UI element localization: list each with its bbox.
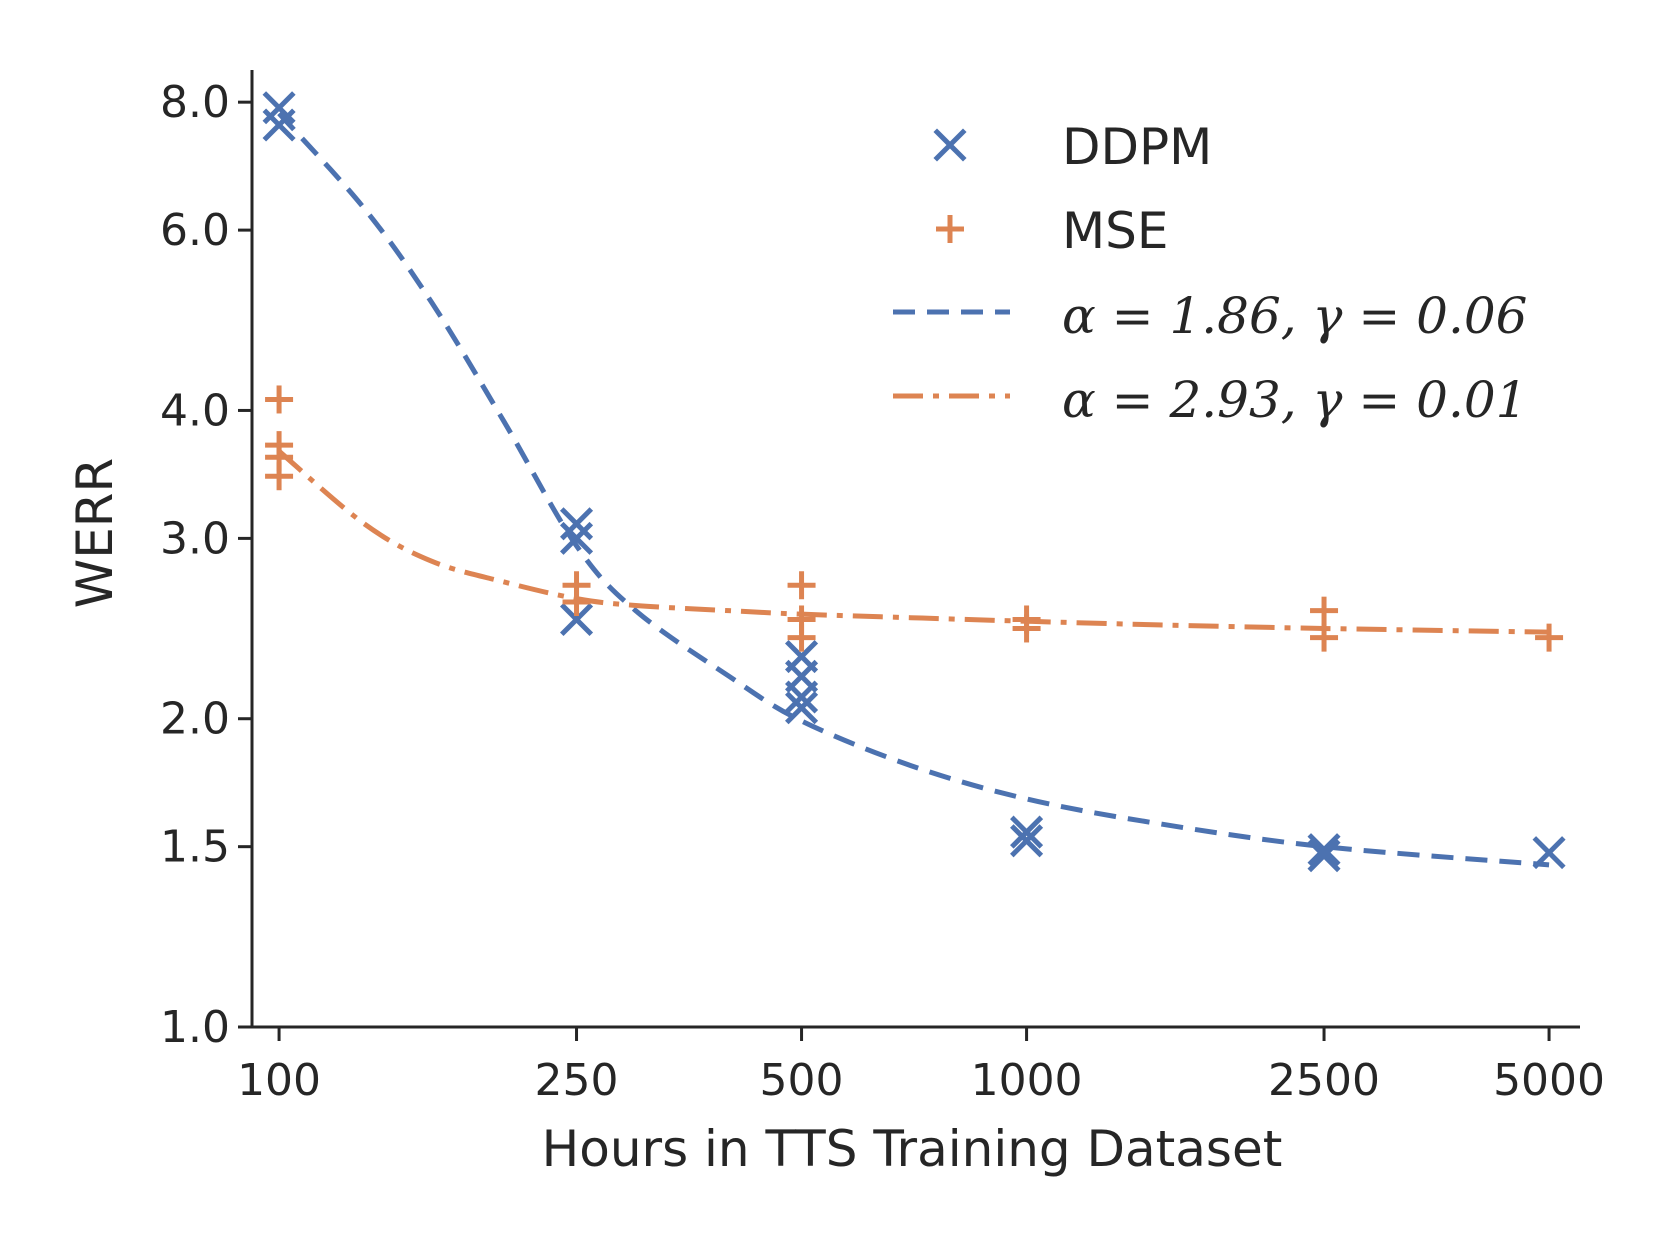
x-tick-label: 250 [535, 1055, 619, 1106]
data-point-mse [265, 385, 294, 414]
legend-marker-mse [936, 215, 964, 243]
data-point-mse [787, 623, 816, 652]
y-tick-label: 1.5 [160, 822, 230, 873]
x-tick-label: 500 [760, 1055, 844, 1106]
data-point-ddpm [559, 521, 594, 555]
legend-plus-marker [936, 215, 964, 243]
data-point-mse [1012, 614, 1041, 643]
data-point-ddpm [1307, 839, 1341, 873]
legend-label-fit-mse: α = 2.93, γ = 0.01 [1062, 371, 1527, 429]
y-tick-label: 1.0 [160, 1002, 230, 1053]
data-point-mse [1535, 623, 1564, 652]
legend-x-marker [933, 128, 967, 162]
legend-label-ddpm: DDPM [1062, 118, 1212, 176]
legend-label-mse: MSE [1062, 202, 1168, 260]
y-tick-label: 2.0 [160, 694, 230, 745]
data-point-mse [265, 462, 294, 491]
data-point-ddpm [785, 680, 819, 714]
data-point-ddpm [1010, 815, 1044, 849]
data-point-ddpm [1532, 836, 1566, 870]
y-axis-ticks: 1.0 1.5 2.0 3.0 4.0 6.0 8.0 [160, 77, 252, 1053]
data-point-ddpm [785, 691, 819, 725]
data-point-mse [562, 588, 591, 617]
data-point-ddpm [1307, 833, 1341, 867]
y-tick-label: 4.0 [160, 385, 230, 436]
y-tick-label: 6.0 [160, 205, 230, 256]
y-tick-label: 8.0 [160, 77, 230, 128]
x-tick-label: 100 [237, 1055, 321, 1106]
y-tick-label: 3.0 [160, 513, 230, 564]
data-point-ddpm [559, 602, 594, 637]
legend: DDPM MSE α = 1.86, γ = 0.06 α = 2.93, γ … [893, 118, 1527, 429]
x-tick-label: 5000 [1493, 1055, 1605, 1106]
y-axis-label: WERR [66, 458, 124, 609]
x-tick-label: 1000 [971, 1055, 1083, 1106]
data-point-ddpm [1010, 824, 1044, 858]
legend-marker-ddpm [933, 128, 967, 162]
data-point-ddpm [262, 108, 296, 142]
fit-line-0 [277, 111, 1550, 868]
x-axis-ticks: 100 250 500 1000 2500 5000 [237, 1027, 1605, 1106]
x-axis-label: Hours in TTS Training Dataset [542, 1120, 1283, 1178]
data-point-mse [787, 571, 816, 600]
axes [250, 70, 1580, 1029]
x-tick-label: 2500 [1268, 1055, 1380, 1106]
fit-line-1 [277, 449, 1550, 635]
data-point-mse [1310, 596, 1339, 625]
data-point-mse [1310, 623, 1339, 652]
data-point-ddpm [559, 507, 594, 541]
plot-area [262, 91, 1566, 873]
legend-label-fit-ddpm: α = 1.86, γ = 0.06 [1062, 287, 1527, 345]
